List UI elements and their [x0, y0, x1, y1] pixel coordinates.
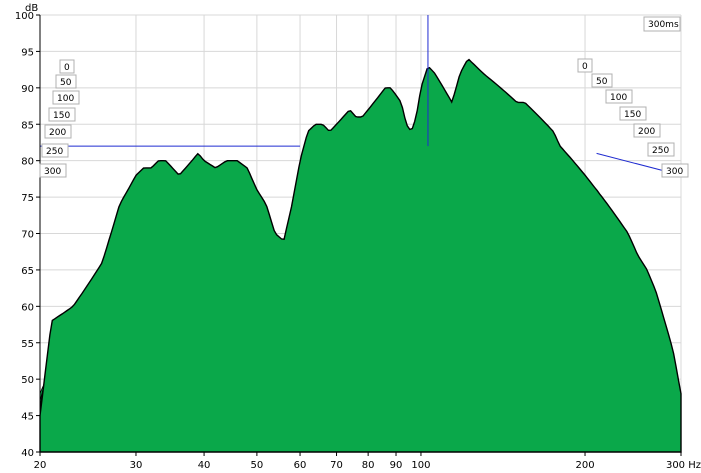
- x-ticks: 20 30 40 50 60 70 80 90 100 200 300 Hz: [34, 452, 701, 471]
- time-right-box-4: [633, 123, 661, 138]
- y-tick-label-5: 65: [21, 266, 34, 277]
- waterfall-slices: [39, 58, 682, 453]
- time-labels-left: 0 50 100 150 200 250 300: [39, 59, 80, 178]
- time-right-label-3: 150: [624, 110, 641, 120]
- y-tick-label-1: 45: [21, 412, 34, 423]
- time-right-label-0: 0: [582, 62, 588, 72]
- y-ticks: 40 45 50 55 60 65 70 75 80 85 90 95 100: [15, 11, 40, 459]
- time-right-label-5: 250: [652, 146, 669, 156]
- x-tick-label-3: 50: [251, 460, 264, 471]
- time-range-label: 300ms: [648, 20, 679, 30]
- y-tick-label-11: 95: [21, 47, 34, 58]
- time-left-box-6: [39, 163, 67, 178]
- time-right-box-2: [605, 89, 633, 104]
- x-tick-label-10: 300 Hz: [666, 460, 701, 471]
- x-tick-label-0: 20: [34, 460, 47, 471]
- time-left-label-5: 250: [46, 147, 63, 157]
- time-range-box: 300ms: [643, 16, 681, 32]
- time-left-label-1: 50: [60, 78, 72, 88]
- x-tick-label-2: 40: [198, 460, 211, 471]
- time-right-box-1: [591, 73, 613, 88]
- time-left-box-2: [52, 90, 80, 105]
- x-tick-label-5: 70: [330, 460, 343, 471]
- time-left-box-4: [44, 124, 72, 139]
- y-tick-label-9: 85: [21, 120, 34, 131]
- time-left-label-4: 200: [49, 128, 66, 138]
- time-left-box-1: [55, 74, 77, 89]
- time-left-label-3: 150: [53, 111, 70, 121]
- time-left-label-0: 0: [64, 63, 70, 73]
- waterfall-slice-28: [39, 58, 682, 453]
- y-tick-label-6: 70: [21, 230, 34, 241]
- y-tick-label-2: 50: [21, 375, 34, 386]
- time-left-box-5: [41, 143, 69, 158]
- x-tick-label-7: 90: [390, 460, 403, 471]
- y-tick-label-12: 100: [15, 11, 34, 22]
- time-right-box-0: [577, 58, 593, 73]
- time-left-label-2: 100: [57, 94, 74, 104]
- time-left-box-3: [48, 107, 76, 122]
- time-left-label-6: 300: [44, 167, 61, 177]
- x-tick-label-6: 80: [362, 460, 375, 471]
- x-tick-label-4: 60: [294, 460, 307, 471]
- time-right-box-6: [661, 163, 689, 178]
- time-left-box-0: [59, 59, 75, 74]
- x-tick-label-9: 200: [575, 460, 594, 471]
- y-tick-label-3: 55: [21, 339, 34, 350]
- y-axis-label: dB: [25, 3, 38, 14]
- y-tick-label-4: 60: [21, 302, 34, 313]
- time-right-label-2: 100: [610, 93, 627, 103]
- y-tick-label-8: 80: [21, 157, 34, 168]
- y-tick-label-10: 90: [21, 84, 34, 95]
- x-tick-label-8: 100: [411, 460, 430, 471]
- time-right-box-3: [619, 106, 647, 121]
- time-right-label-6: 300: [666, 167, 683, 177]
- time-right-box-5: [647, 142, 675, 157]
- x-tick-label-1: 30: [130, 460, 143, 471]
- y-tick-label-0: 40: [21, 448, 34, 459]
- y-tick-label-7: 75: [21, 193, 34, 204]
- time-right-label-1: 50: [596, 77, 608, 87]
- time-right-label-4: 200: [638, 127, 655, 137]
